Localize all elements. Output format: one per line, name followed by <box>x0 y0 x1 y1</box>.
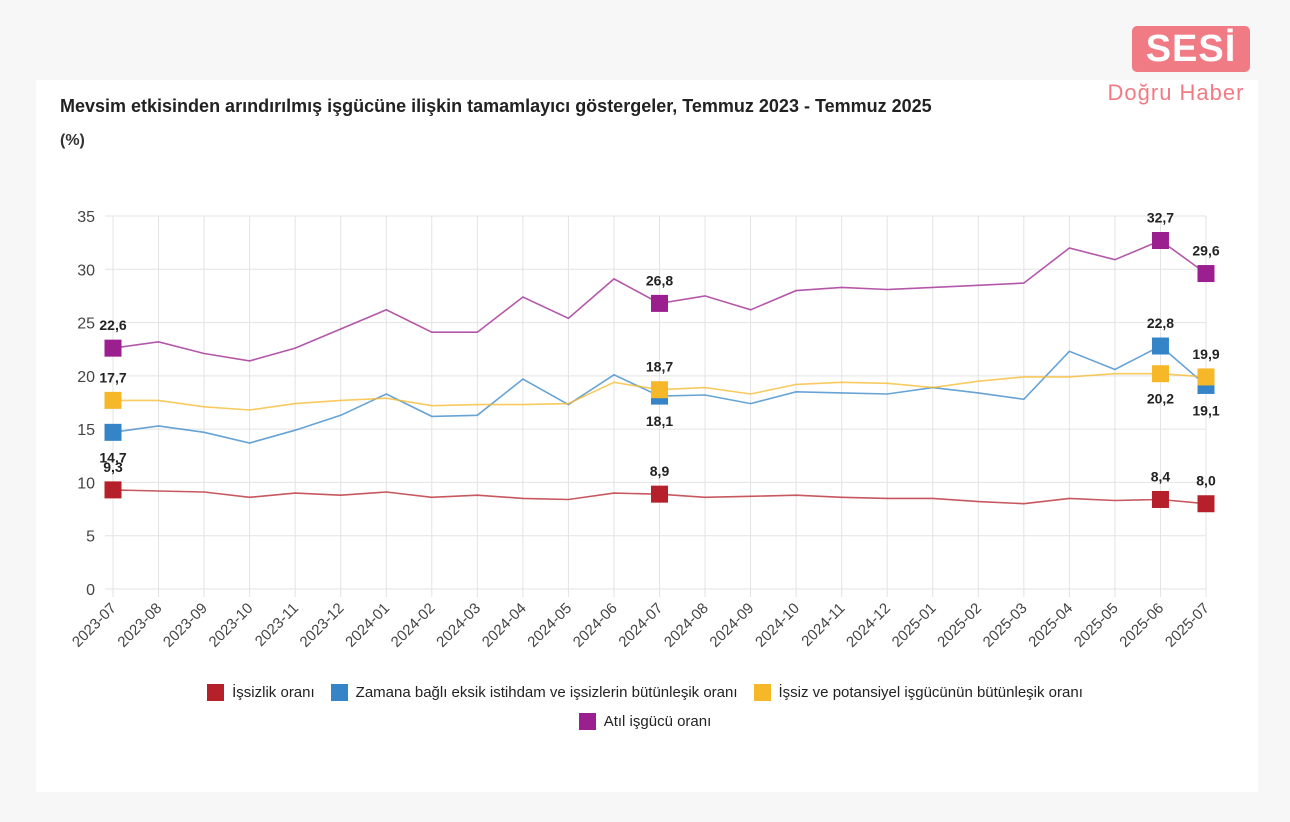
logo-tagline: Doğru Haber <box>1107 80 1245 105</box>
data-point-marker <box>1197 495 1215 513</box>
data-label: 8,0 <box>1196 473 1216 489</box>
x-tick-label: 2024-07 <box>615 600 666 651</box>
legend-swatch <box>330 684 348 701</box>
x-tick-label: 2024-11 <box>798 600 848 650</box>
x-tick-label: 2024-05 <box>524 600 575 651</box>
x-tick-label: 2024-09 <box>706 600 757 651</box>
y-tick-label: 10 <box>77 475 95 492</box>
x-tick-label: 2025-02 <box>934 600 985 651</box>
x-tick-label: 2023-08 <box>114 600 165 651</box>
x-tick-label: 2024-03 <box>433 600 484 651</box>
data-point-marker <box>651 381 668 399</box>
data-label: 17,7 <box>99 369 126 385</box>
y-tick-label: 20 <box>77 369 95 386</box>
data-label: 20,2 <box>1147 391 1174 407</box>
x-tick-label: 2024-02 <box>388 600 439 651</box>
data-point-marker <box>1197 368 1215 386</box>
data-point-marker <box>1151 490 1169 508</box>
data-point-marker <box>104 339 122 357</box>
data-label: 8,4 <box>1151 468 1171 484</box>
y-tick-label: 15 <box>77 422 95 439</box>
x-tick-label: 2025-03 <box>980 600 1031 651</box>
data-point-marker <box>1151 337 1169 355</box>
x-tick-label: 2023-12 <box>297 600 348 651</box>
x-tick-label: 2023-07 <box>69 600 120 651</box>
legend-item[interactable]: İşsizlik oranı <box>207 684 315 701</box>
data-label: 26,8 <box>646 272 673 288</box>
y-tick-label: 35 <box>77 209 95 226</box>
data-point-marker <box>1151 365 1169 383</box>
x-tick-label: 2024-01 <box>342 600 393 651</box>
legend-swatch <box>578 713 596 730</box>
data-label: 29,6 <box>1192 243 1219 259</box>
x-tick-label: 2025-06 <box>1116 600 1167 651</box>
chart-card <box>36 80 1258 792</box>
data-point-marker <box>1197 265 1215 283</box>
data-label: 19,1 <box>1192 402 1219 418</box>
data-label: 14,7 <box>99 449 126 465</box>
y-tick-label: 30 <box>77 262 95 279</box>
x-tick-label: 2025-05 <box>1071 600 1122 651</box>
legend-row: İşsizlik oranı Zamana bağlı eksik istihda… <box>60 684 1230 701</box>
data-label: 22,6 <box>99 317 126 333</box>
legend-row: Atıl işgücü oranı <box>60 713 1230 730</box>
data-point-marker <box>104 391 122 409</box>
x-tick-label: 2023-11 <box>252 600 302 650</box>
unit-label: (%) <box>60 132 85 149</box>
chart-legend: İşsizlik oranı Zamana bağlı eksik istihda… <box>60 684 1230 742</box>
x-tick-label: 2024-12 <box>843 600 894 651</box>
x-tick-label: 2023-10 <box>205 600 256 651</box>
x-tick-label: 2025-07 <box>1162 600 1213 651</box>
x-tick-label: 2024-10 <box>752 600 803 651</box>
x-tick-label: 2024-06 <box>570 600 621 651</box>
logo-wordmark: SESİ <box>1132 26 1250 72</box>
data-label: 32,7 <box>1147 210 1174 226</box>
data-label: 18,1 <box>646 413 673 429</box>
legend-item[interactable]: Atıl işgücü oranı <box>578 713 712 730</box>
data-label: 8,9 <box>650 463 670 479</box>
legend-item[interactable]: Zamana bağlı eksik istihdam ve işsizleri… <box>330 684 738 701</box>
data-label: 18,7 <box>646 359 673 375</box>
data-point-marker <box>104 481 122 499</box>
data-label: 22,8 <box>1147 315 1174 331</box>
data-label: 9,3 <box>103 459 123 475</box>
data-point-marker <box>104 423 122 441</box>
x-tick-label: 2025-01 <box>889 600 940 651</box>
x-tick-label: 2023-09 <box>160 600 211 651</box>
y-tick-label: 5 <box>86 529 95 546</box>
brand-logo: SESİ Doğru Haber <box>1096 22 1256 112</box>
data-label: 19,9 <box>1192 346 1219 362</box>
x-tick-label: 2025-04 <box>1025 600 1076 651</box>
y-tick-label: 0 <box>86 582 95 599</box>
legend-swatch <box>753 684 771 701</box>
legend-label: Atıl işgücü oranı <box>603 713 712 730</box>
legend-label: İşsiz ve potansiyel işgücünün bütünleşik… <box>778 684 1083 701</box>
legend-label: İşsizlik oranı <box>232 684 315 701</box>
legend-swatch <box>207 684 225 701</box>
data-point-marker <box>651 485 668 503</box>
data-point-marker <box>651 294 668 312</box>
x-tick-label: 2024-04 <box>479 600 530 651</box>
y-tick-label: 25 <box>77 316 95 333</box>
data-point-marker <box>1151 232 1169 250</box>
legend-label: Zamana bağlı eksik istihdam ve işsizleri… <box>355 684 738 701</box>
legend-item[interactable]: İşsiz ve potansiyel işgücünün bütünleşik… <box>753 684 1083 701</box>
x-tick-label: 2024-08 <box>661 600 712 651</box>
chart-title: Mevsim etkisinden arındırılmış işgücüne … <box>60 96 932 116</box>
